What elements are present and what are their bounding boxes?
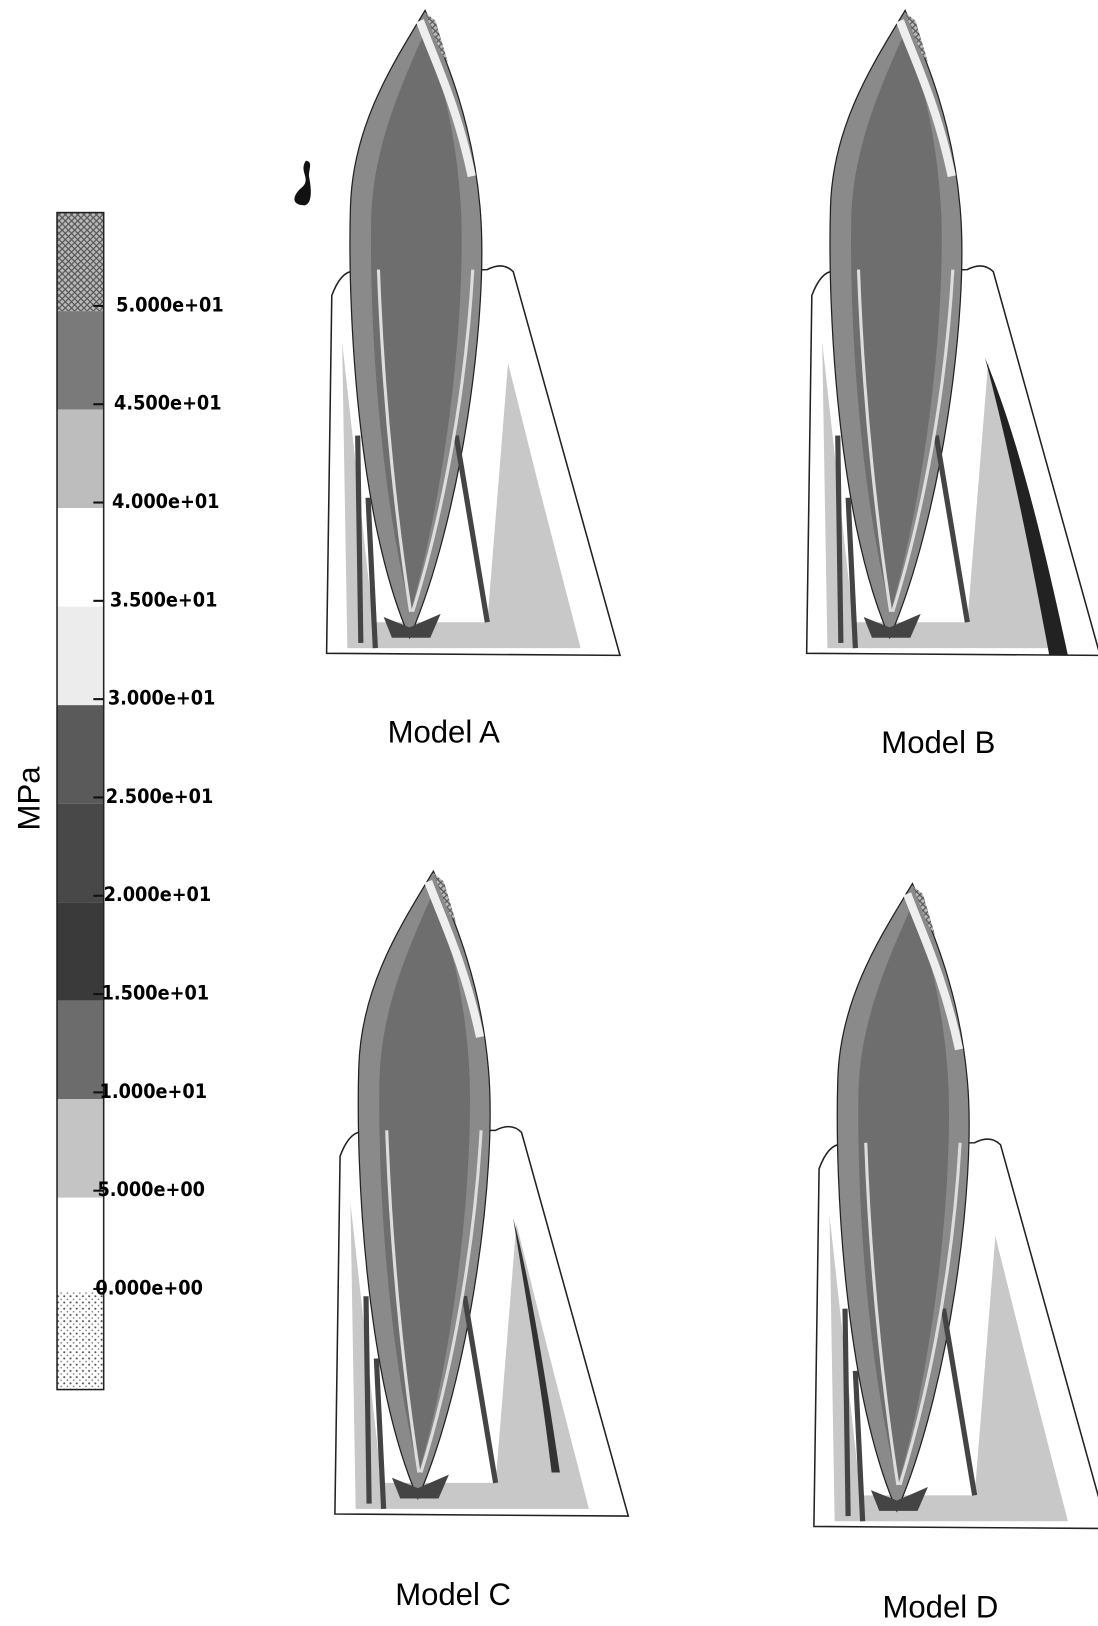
artifact xyxy=(294,161,310,206)
legend-label: 4.500e+01 xyxy=(114,392,222,415)
unit-label: MPa xyxy=(11,766,46,831)
legend-label: 2.500e+01 xyxy=(106,785,214,808)
panel-label: Model B xyxy=(881,725,995,760)
model-d-image xyxy=(814,884,1098,1529)
legend-label: 5.000e+01 xyxy=(116,293,224,316)
panel-label: Model A xyxy=(388,714,501,749)
legend-label: 4.000e+01 xyxy=(112,490,220,513)
legend-label: 0.000e+00 xyxy=(95,1276,203,1299)
legend-label: 5.000e+00 xyxy=(97,1178,205,1201)
legend-label: 3.500e+01 xyxy=(110,588,218,611)
legend-label: 1.000e+01 xyxy=(100,1080,208,1103)
legend-labels: 5.000e+01 4.500e+01 4.000e+01 3.500e+01 3.00… xyxy=(93,293,223,1299)
panel-label: Model C xyxy=(395,1577,511,1612)
model-c-image xyxy=(335,871,628,1516)
model-a-image xyxy=(327,10,620,655)
legend-label: 1.500e+01 xyxy=(102,982,210,1005)
figure: MPa 5.000e+01 4.500e+01 4.000e+01 3.500e+01… xyxy=(0,0,1098,1626)
legend-label: 2.000e+01 xyxy=(104,883,212,906)
panel-label: Model D xyxy=(883,1590,999,1625)
legend-label: 3.000e+01 xyxy=(108,687,216,710)
model-b-image xyxy=(807,10,1098,655)
color-bar xyxy=(57,213,104,1390)
